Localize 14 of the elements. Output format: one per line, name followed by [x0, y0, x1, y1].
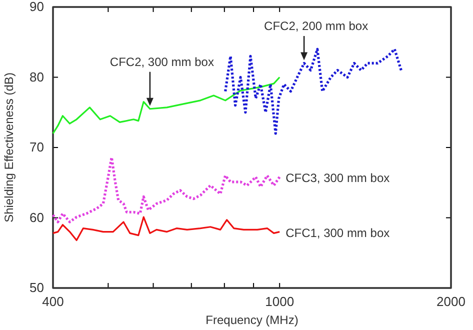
annotation: CFC2, 300 mm box — [110, 54, 214, 69]
x-tick-label: 1000 — [265, 294, 294, 310]
series-label: CFC1, 300 mm box — [286, 226, 390, 240]
y-tick-label: 70 — [30, 140, 44, 155]
y-tick-label: 90 — [30, 0, 44, 14]
y-tick-label: 60 — [30, 210, 44, 225]
y-axis-title: Shielding Effectiveness (dB) — [2, 72, 16, 222]
y-tick-label: 50 — [30, 280, 44, 296]
x-axis-title: Frequency (MHz) — [206, 313, 298, 327]
x-tick-label: 2000 — [436, 294, 466, 310]
x-tick-label: 400 — [42, 294, 64, 310]
y-tick-label: 80 — [30, 69, 44, 84]
series-label: CFC3, 300 mm box — [286, 171, 390, 186]
annotation: CFC2, 200 mm box — [264, 19, 368, 33]
